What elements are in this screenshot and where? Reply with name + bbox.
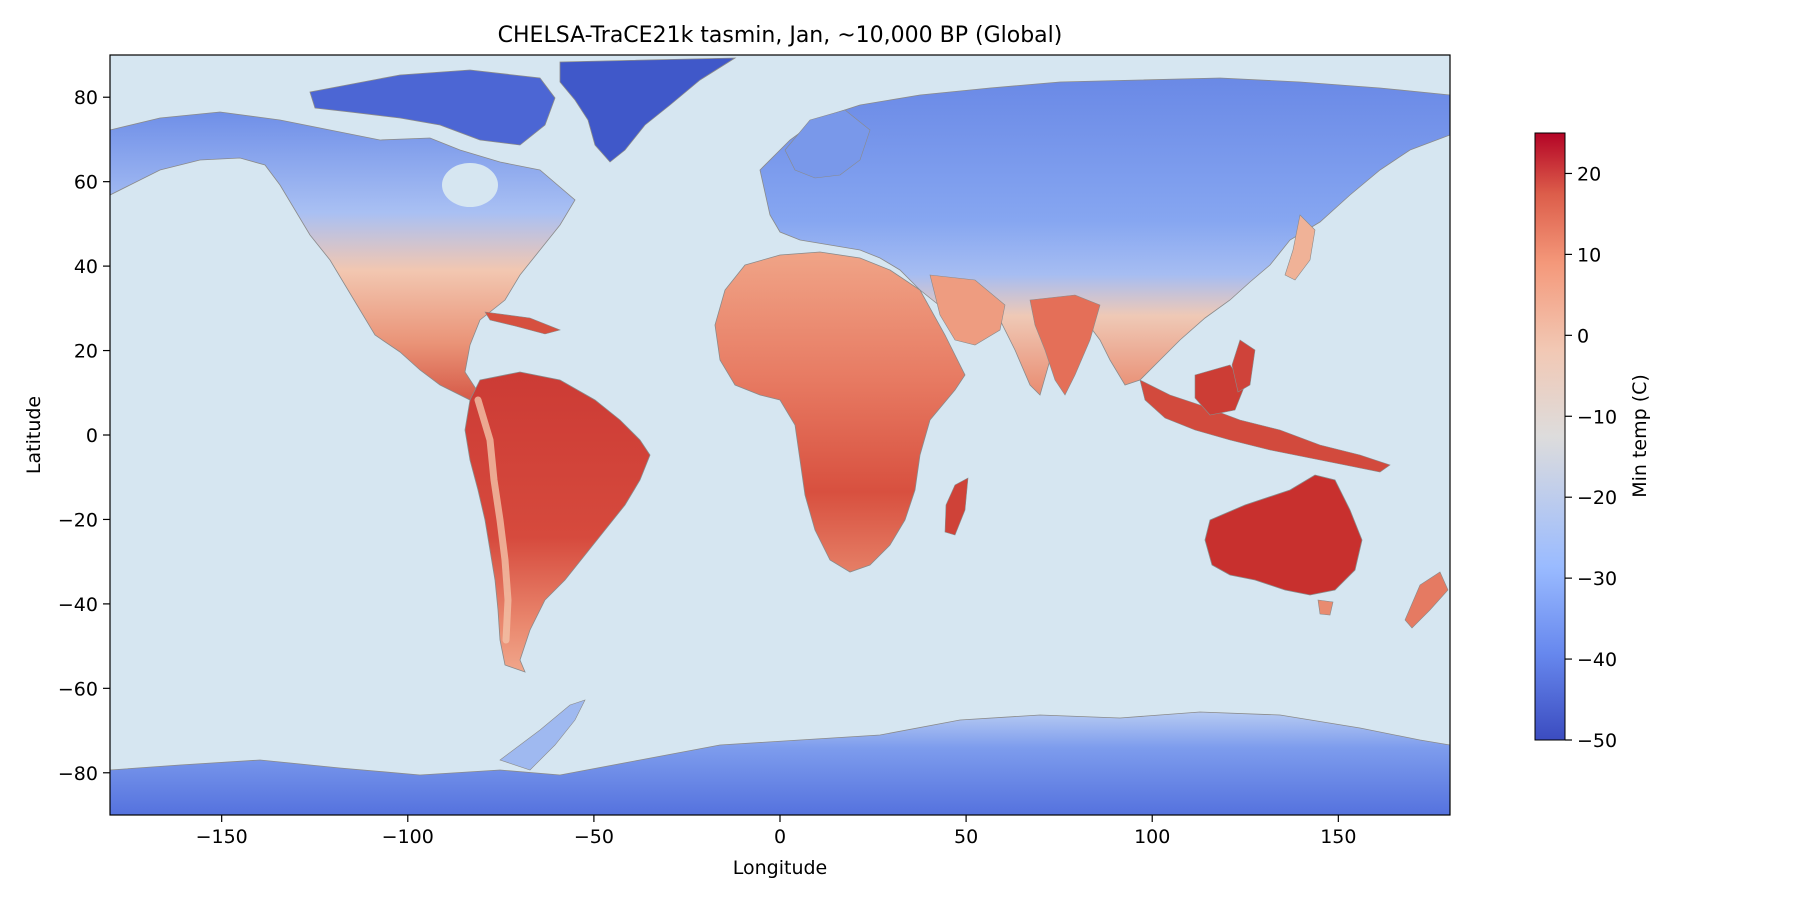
y-tick-label: 80 bbox=[74, 87, 98, 109]
colorbar-gradient bbox=[1534, 132, 1566, 741]
x-tick-label: 100 bbox=[1134, 826, 1170, 848]
colorbar-tick-label: 10 bbox=[1577, 244, 1601, 266]
landmass-borneo bbox=[1194, 364, 1246, 416]
landmass-arabia bbox=[929, 274, 1006, 346]
x-tick-label: 150 bbox=[1320, 826, 1356, 848]
x-tick-label: 50 bbox=[954, 826, 978, 848]
y-tick-label: 60 bbox=[74, 172, 98, 194]
colorbar-tick-label: −30 bbox=[1577, 568, 1617, 590]
landmass-caribbean bbox=[484, 311, 561, 335]
y-axis-ticks: 80 60 40 20 0 −20 −40 −60 −80 bbox=[58, 87, 110, 785]
chart-title: CHELSA-TraCE21k tasmin, Jan, ~10,000 BP … bbox=[498, 23, 1063, 48]
landmass-tasmania bbox=[1317, 599, 1334, 616]
y-tick-label: −20 bbox=[58, 509, 98, 531]
colorbar: 20 10 0 −10 −20 −30 −40 −50 Min temp (C) bbox=[1534, 132, 1651, 752]
y-tick-label: −80 bbox=[58, 763, 98, 785]
colorbar-tick-label: 0 bbox=[1577, 325, 1589, 347]
landmass-australia bbox=[1204, 474, 1363, 596]
colorbar-ticks: 20 10 0 −10 −20 −30 −40 −50 bbox=[1565, 163, 1617, 752]
y-tick-label: 20 bbox=[74, 341, 98, 363]
landmass-arctic-islands bbox=[309, 69, 556, 146]
colorbar-label: Min temp (C) bbox=[1629, 374, 1651, 498]
y-tick-label: 40 bbox=[74, 256, 98, 278]
x-tick-label: −100 bbox=[382, 826, 434, 848]
hudson-bay bbox=[442, 163, 498, 207]
landmass-antarctica bbox=[110, 711, 1450, 815]
x-axis-ticks: −150 −100 −50 0 50 100 150 bbox=[196, 815, 1356, 848]
andes-highlight bbox=[474, 396, 512, 644]
landmass-greenland bbox=[559, 57, 737, 163]
x-tick-label: 0 bbox=[774, 826, 786, 848]
landmass-new-zealand bbox=[1404, 571, 1449, 629]
y-tick-label: 0 bbox=[86, 425, 98, 447]
landmass-philippines bbox=[1231, 339, 1256, 393]
x-tick-label: −150 bbox=[196, 826, 248, 848]
landmass-africa bbox=[714, 251, 966, 573]
landmass-japan bbox=[1284, 214, 1316, 281]
y-tick-label: −60 bbox=[58, 678, 98, 700]
y-tick-label: −40 bbox=[58, 594, 98, 616]
landmass-antarctic-peninsula bbox=[499, 699, 586, 771]
landmass-india bbox=[1029, 294, 1101, 396]
colorbar-tick-label: −20 bbox=[1577, 487, 1617, 509]
landmass-southeast-asia bbox=[1139, 379, 1391, 473]
map-plot-area bbox=[110, 55, 1450, 815]
colorbar-tick-label: 20 bbox=[1577, 163, 1601, 185]
y-axis-label: Latitude bbox=[23, 396, 45, 474]
landmass-madagascar bbox=[944, 477, 969, 536]
colorbar-tick-label: −10 bbox=[1577, 406, 1617, 428]
x-tick-label: −50 bbox=[574, 826, 614, 848]
colorbar-tick-label: −40 bbox=[1577, 649, 1617, 671]
colorbar-tick-label: −50 bbox=[1577, 730, 1617, 752]
x-axis-label: Longitude bbox=[733, 857, 828, 879]
landmass-scandinavia bbox=[784, 109, 871, 179]
landmass-eurasia bbox=[759, 77, 1450, 396]
